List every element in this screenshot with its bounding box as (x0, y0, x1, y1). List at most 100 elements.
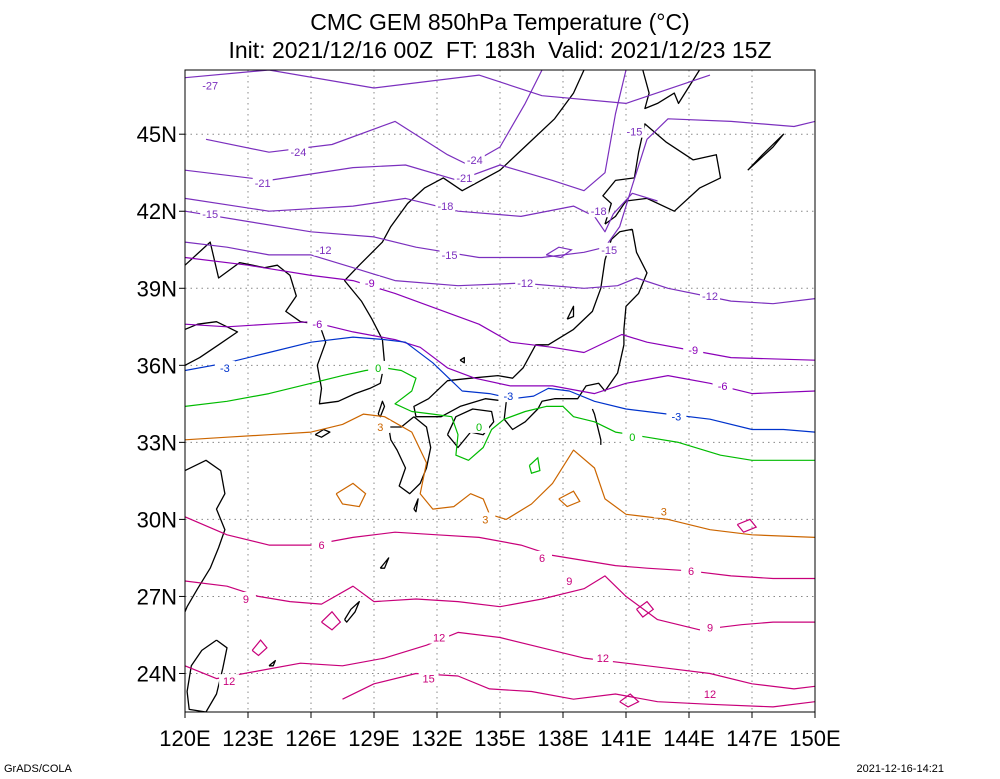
contour-15 (342, 672, 815, 708)
contour-label-bg (592, 651, 613, 665)
coast-sakhalin (642, 70, 701, 110)
contour-label: -18 (437, 201, 453, 213)
contour-label-bg (311, 538, 332, 552)
contour-label-bg (219, 674, 240, 688)
lat-tick-label: 36N (137, 353, 177, 378)
lat-tick-label: 33N (137, 430, 177, 455)
contour-label: -9 (365, 278, 375, 290)
contour-label-bg (712, 378, 733, 392)
contour-loop (736, 518, 758, 533)
contour-label-bg (359, 276, 380, 290)
lon-tick-label: 135E (474, 726, 525, 751)
contour-0 (185, 367, 815, 461)
lon-tick-label: 147E (726, 726, 777, 751)
contour-label-bg (370, 419, 391, 433)
coast-izu-islands (591, 408, 602, 445)
contour-label: 12 (433, 633, 445, 645)
contour-label: -9 (688, 345, 698, 357)
contour-label: -6 (312, 319, 322, 331)
contour-label-bg (200, 206, 221, 220)
contour-label-bg (622, 430, 643, 444)
contour-loop (251, 639, 268, 657)
lon-tick-label: 126E (285, 726, 336, 751)
contour--6 (185, 321, 815, 395)
contour-lines (185, 70, 815, 708)
contour-labels: -27 -24 -24 -21 -21 -18 -18 -15 -15 -15 -15 -12 -12 -… (200, 78, 733, 701)
coast-taiwan (186, 639, 228, 712)
contour-label-bg (515, 276, 536, 290)
contour-label-bg (214, 360, 235, 374)
contour-loop (545, 246, 573, 259)
contour-label: -24 (290, 147, 306, 159)
contour-label-bg (464, 152, 485, 166)
contour-label-bg (439, 247, 460, 261)
lon-tick-label: 132E (411, 726, 462, 751)
contour-label: -15 (442, 250, 458, 262)
contour--27 (185, 70, 711, 104)
contour-label: 0 (476, 422, 482, 434)
lat-tick-label: 24N (137, 661, 177, 686)
lat-tick-label: 39N (137, 276, 177, 301)
contour-label-bg (700, 620, 720, 634)
coast-kuril-south (747, 133, 785, 171)
lon-tick-label: 150E (789, 726, 840, 751)
lat-tick-label: 42N (137, 199, 177, 224)
contour-3 (185, 413, 815, 538)
contour--15 (185, 118, 815, 259)
coast-honshu (413, 228, 648, 431)
contour-label: -3 (220, 363, 230, 375)
coast-hokkaido (602, 123, 722, 225)
coast-kyushu (388, 416, 432, 495)
lon-tick-label: 123E (222, 726, 273, 751)
contour-label-bg (313, 242, 334, 256)
contour-label: 3 (377, 422, 383, 434)
contour-label: 3 (661, 507, 667, 519)
contour-label-bg (683, 342, 704, 356)
contour-label-bg (653, 504, 674, 518)
contour-label-bg (599, 242, 620, 256)
contour-loop (558, 490, 581, 508)
contour-label: -12 (316, 245, 332, 257)
coast-jeju (314, 428, 331, 438)
lon-tick-label: 138E (537, 726, 588, 751)
lon-tick-label: 144E (663, 726, 714, 751)
coast-china-north (185, 321, 239, 366)
contour-label: 9 (707, 622, 713, 634)
contour-label-bg (235, 592, 256, 606)
lon-tick-label: 129E (348, 726, 399, 751)
contour-label: 6 (688, 566, 694, 578)
lon-tick-label: 141E (600, 726, 651, 751)
contour-label: -21 (456, 173, 472, 185)
contour-label: 3 (482, 514, 488, 526)
contour-label: -15 (601, 245, 617, 257)
contour-label-bg (588, 204, 609, 218)
contour--9 (185, 256, 815, 361)
contour-label-bg (532, 550, 552, 564)
lon-tick-label: 120E (159, 726, 210, 751)
grid-lines (185, 70, 815, 712)
coast-okinawa (344, 600, 360, 623)
contour-label: -3 (672, 412, 682, 424)
contour-label-bg (681, 563, 702, 577)
footer-software: GrADS/COLA (4, 763, 72, 775)
contour-label-bg (666, 409, 687, 423)
lat-tick-label: 30N (137, 507, 177, 532)
contour-loop (619, 693, 640, 708)
coast-asia-mainland (185, 459, 226, 613)
contour-label: -15 (626, 127, 642, 139)
contour-label: -15 (202, 209, 218, 221)
coast-liaodong-korea-russia (185, 70, 585, 405)
contour-label: 12 (704, 689, 716, 701)
contour-label: -12 (517, 278, 533, 290)
contour-label-bg (559, 574, 580, 588)
map-subtitle: Init: 2021/12/16 00Z FT: 183h Valid: 202… (228, 37, 772, 63)
coast-ryukyu-south (268, 659, 276, 667)
contour--24 (205, 70, 543, 166)
contour-label: 15 (422, 674, 434, 686)
contour-label: 0 (629, 432, 635, 444)
contour-label: 12 (597, 653, 609, 665)
contour-label: -21 (255, 178, 271, 190)
contour-label-bg (307, 317, 328, 331)
contour-loop (321, 610, 342, 631)
